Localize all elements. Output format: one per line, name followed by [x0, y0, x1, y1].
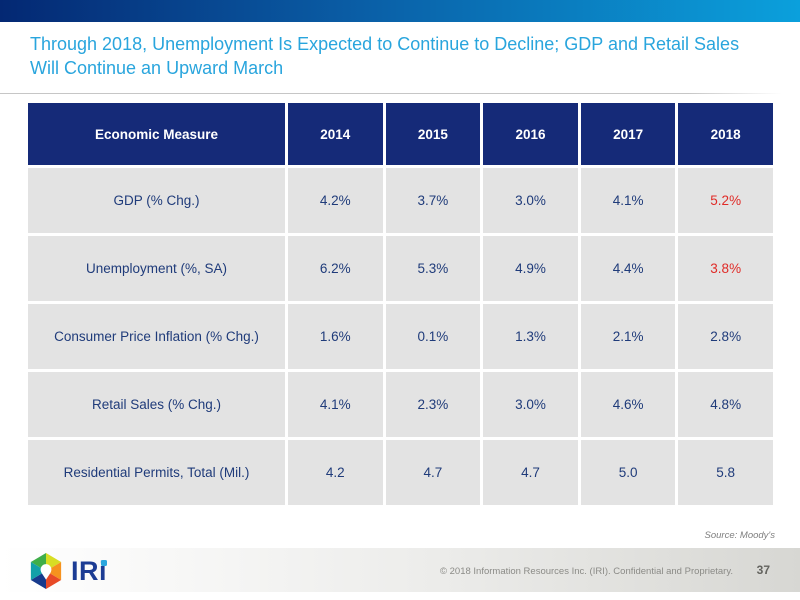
retail-2017: 4.6% [580, 372, 676, 437]
top-accent-bar [0, 0, 800, 22]
row-label-residential-permits: Residential Permits, Total (Mil.) [28, 440, 285, 505]
permits-2018: 5.8 [678, 440, 773, 505]
iri-hexagon-icon [28, 552, 64, 590]
retail-2016: 3.0% [483, 372, 578, 437]
page-number: 37 [756, 563, 770, 577]
permits-2014: 4.2 [288, 440, 383, 505]
iri-logo-text: IRi [71, 555, 108, 586]
title-divider [0, 93, 782, 94]
copyright-text: © 2018 Information Resources Inc. (IRI).… [439, 566, 733, 577]
permits-2017: 5.0 [580, 440, 676, 505]
row-label-gdp: GDP (% Chg.) [28, 168, 285, 233]
cpi-2016: 1.3% [483, 304, 578, 369]
iri-logo-i-dot [101, 559, 108, 566]
unemployment-2016: 4.9% [483, 236, 578, 301]
table-header-2016: 2016 [483, 103, 578, 165]
retail-2014: 4.1% [288, 372, 383, 437]
table-header-2018: 2018 [678, 103, 773, 165]
cpi-2018: 2.8% [678, 304, 773, 369]
cpi-2017: 2.1% [580, 304, 676, 369]
table-header-2015: 2015 [385, 103, 481, 165]
gdp-2016: 3.0% [483, 168, 578, 233]
economic-measures-table: Economic Measure 2014 2015 2016 2017 201… [28, 103, 773, 505]
row-label-cpi: Consumer Price Inflation (% Chg.) [28, 304, 285, 369]
unemployment-2018-highlighted: 3.8% [678, 236, 773, 301]
iri-logo: IRi [28, 551, 108, 591]
source-note: Source: Moody's [704, 530, 775, 541]
permits-2016: 4.7 [483, 440, 578, 505]
cpi-2015: 0.1% [385, 304, 481, 369]
gdp-2015: 3.7% [385, 168, 481, 233]
row-label-unemployment: Unemployment (%, SA) [28, 236, 285, 301]
retail-2018: 4.8% [678, 372, 773, 437]
gdp-2017: 4.1% [580, 168, 676, 233]
iri-logo-letters: IRi [71, 555, 108, 586]
cpi-2014: 1.6% [288, 304, 383, 369]
retail-2015: 2.3% [385, 372, 481, 437]
table-header-2014: 2014 [288, 103, 383, 165]
unemployment-2015: 5.3% [385, 236, 481, 301]
slide-title: Through 2018, Unemployment Is Expected t… [30, 34, 740, 78]
permits-2015: 4.7 [385, 440, 481, 505]
gdp-2018-highlighted: 5.2% [678, 168, 773, 233]
footer-band [0, 548, 800, 592]
unemployment-2014: 6.2% [288, 236, 383, 301]
gdp-2014: 4.2% [288, 168, 383, 233]
table-header-measure: Economic Measure [28, 103, 285, 165]
row-label-retail-sales: Retail Sales (% Chg.) [28, 372, 285, 437]
table-header-2017: 2017 [580, 103, 676, 165]
unemployment-2017: 4.4% [580, 236, 676, 301]
